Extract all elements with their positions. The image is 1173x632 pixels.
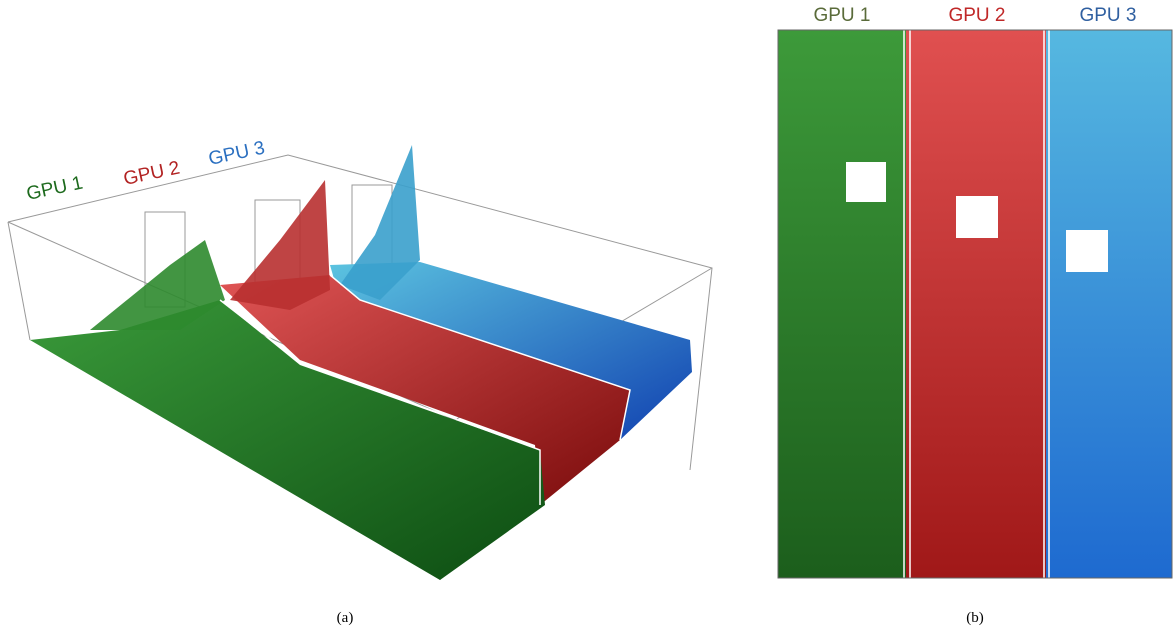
obstacle <box>1066 230 1108 272</box>
gpu-label: GPU 3 <box>1079 5 1136 26</box>
panel-b: GPU 1 GPU 2 GPU 3 (b) <box>778 5 1172 626</box>
box-edge <box>8 222 30 340</box>
gpu-label: GPU 2 <box>948 5 1005 26</box>
obstacle <box>846 162 886 202</box>
region-gpu3 <box>1046 30 1172 578</box>
panel-a: GPU 1 GPU 2 GPU 3 (a) <box>8 137 712 626</box>
region-gpu2 <box>906 30 1046 578</box>
gpu-label: GPU 1 <box>25 172 85 204</box>
caption: (b) <box>966 610 984 626</box>
gpu-label: GPU 2 <box>122 157 182 189</box>
figure: GPU 1 GPU 2 GPU 3 (a) GPU 1 GPU 2 GPU 3 … <box>0 0 1173 632</box>
gpu-label: GPU 1 <box>813 5 870 26</box>
region-gpu1 <box>778 30 906 578</box>
gpu-label: GPU 3 <box>207 137 267 169</box>
caption: (a) <box>337 610 354 626</box>
obstacle <box>956 196 998 238</box>
